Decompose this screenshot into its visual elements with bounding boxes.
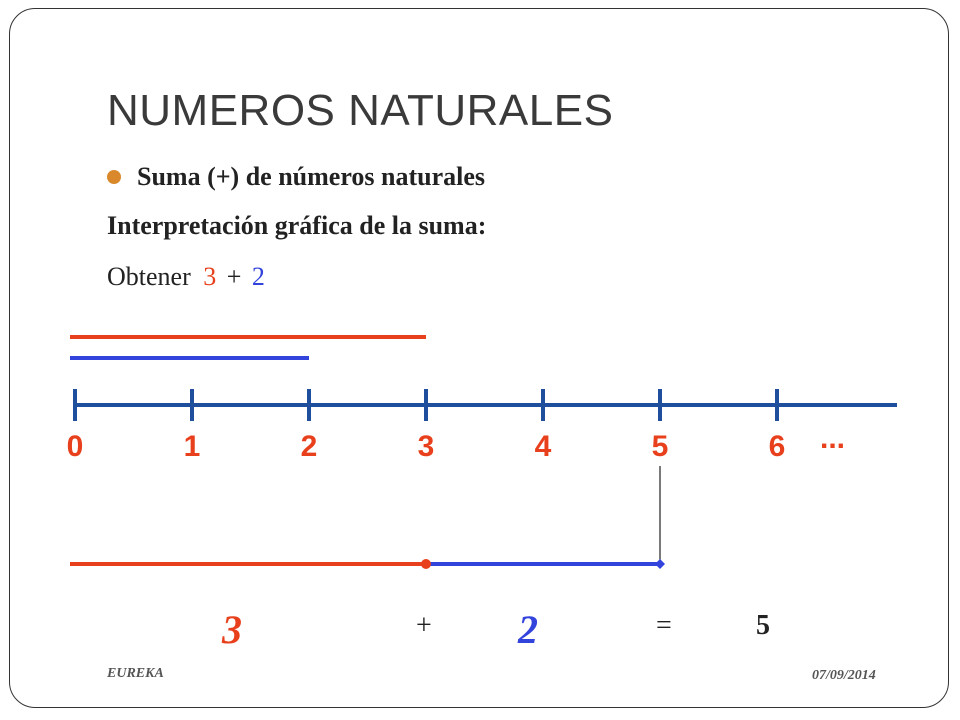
bullet-dot-icon <box>107 170 121 184</box>
tick-label: 4 <box>535 430 552 463</box>
tick-label: 0 <box>67 430 84 463</box>
tick-label: 3 <box>418 430 435 463</box>
tick-label: 6 <box>769 430 786 463</box>
subheading: Interpretación gráfica de la suma: <box>107 211 487 240</box>
task-prefix: Obtener <box>107 262 191 291</box>
bullet-item: Suma (+) de números naturales <box>107 162 485 192</box>
footer-author: EUREKA <box>107 666 164 681</box>
result-sum: 5 <box>756 610 770 641</box>
task-number-b: 2 <box>251 262 265 291</box>
result-plus: + <box>416 610 432 641</box>
sum-joint-dot <box>421 559 431 569</box>
task-number-a: 3 <box>203 262 217 291</box>
result-equals: = <box>656 610 672 641</box>
task-line: Obtener 3 + 2 <box>107 262 265 292</box>
tick-label: 2 <box>301 430 318 463</box>
footer-date: 07/09/2014 <box>812 668 876 683</box>
bullet-text: Suma (+) de números naturales <box>137 162 486 191</box>
tick-label: 5 <box>652 430 669 463</box>
slide-title: NUMEROS NATURALES <box>107 86 614 135</box>
number-line-ellipsis: ... <box>820 422 845 455</box>
sum-end-marker <box>655 559 665 569</box>
number-line-ticks <box>73 389 779 421</box>
tick-label: 1 <box>184 430 201 463</box>
result-b: 2 <box>518 607 538 652</box>
task-operator: + <box>226 262 242 291</box>
result-a: 3 <box>222 607 242 652</box>
number-line-labels: 0 1 2 3 4 5 6 <box>67 430 786 463</box>
